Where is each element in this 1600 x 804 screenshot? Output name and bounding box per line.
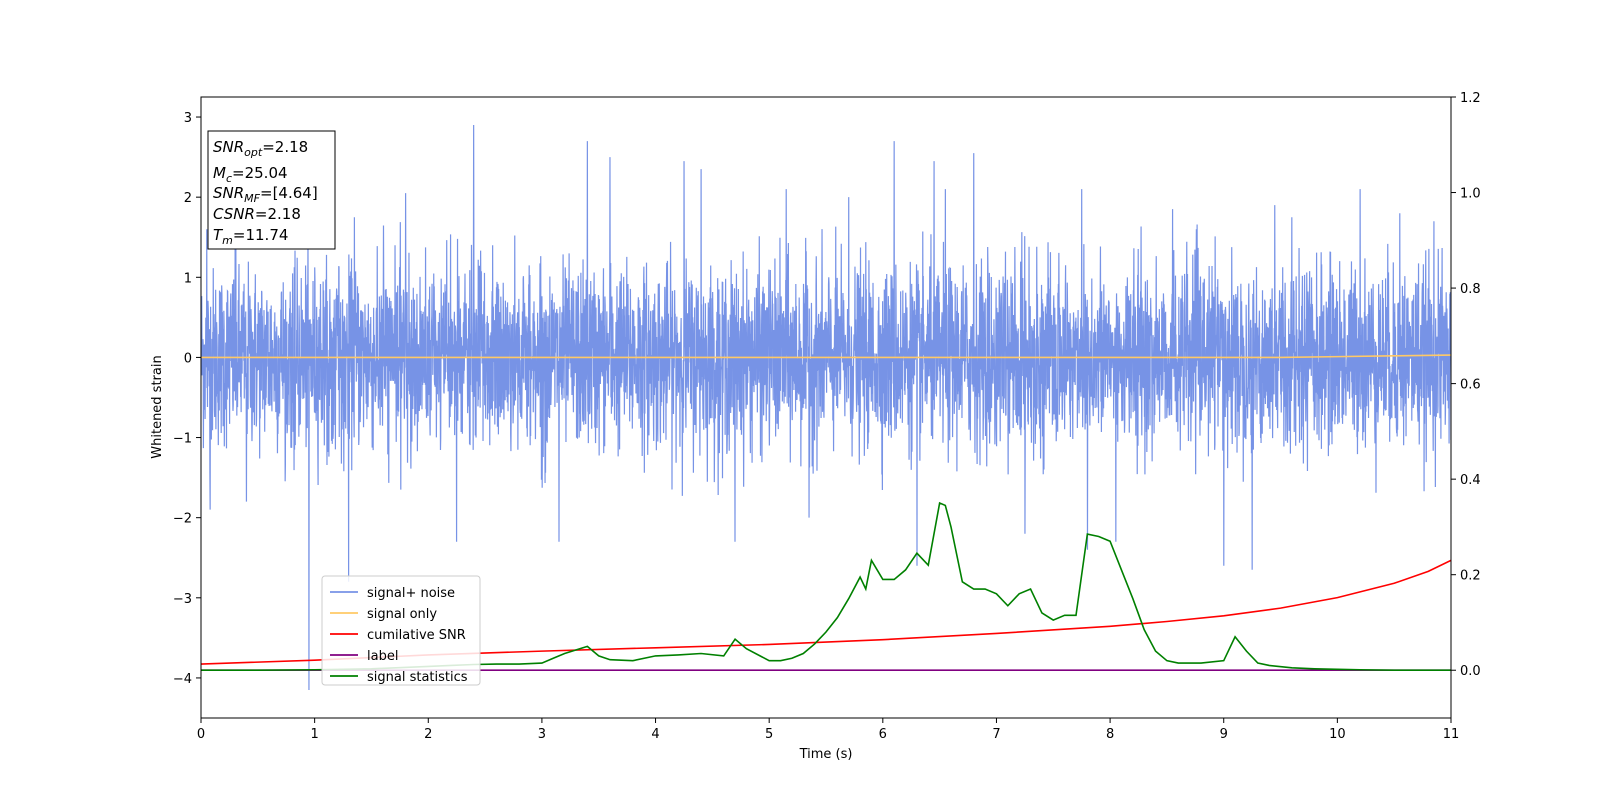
x-axis: 0 1 2 3 4 5 6 7 8 9 10 11 [197, 718, 1459, 742]
y-axis-label: Whitened strain [150, 355, 165, 458]
x-tick-label: 9 [1220, 727, 1228, 742]
legend-entry: label [367, 649, 398, 664]
series-signal-noise-line [201, 125, 1451, 690]
y-tick-label: −3 [173, 592, 192, 607]
y-tick-label: 0 [184, 351, 192, 366]
annotation-tm: Tm=11.74 [213, 226, 288, 247]
y-axis-right: 1.2 1.0 0.8 0.6 0.4 0.2 0.0 [1451, 91, 1481, 679]
x-tick-label: 6 [879, 727, 887, 742]
x-tick-label: 3 [538, 727, 546, 742]
y2-tick-label: 0.2 [1460, 569, 1481, 584]
x-tick-label: 2 [424, 727, 432, 742]
y-axis-left: 3 2 1 0 −1 −2 −3 −4 [173, 111, 201, 687]
plot-frame [200, 96, 1452, 719]
annotation-mc: Mc=25.04 [213, 164, 288, 185]
series-cumilative-snr-line [201, 559, 1451, 665]
y-tick-label: 1 [184, 271, 192, 286]
y-tick-label: 3 [184, 111, 192, 126]
x-tick-label: 4 [651, 727, 659, 742]
legend-entry: cumilative SNR [367, 628, 466, 643]
x-tick-label: 11 [1443, 727, 1460, 742]
annotation-snr-opt: SNRopt=2.18 [213, 138, 308, 159]
y2-tick-label: 0.0 [1460, 664, 1481, 679]
x-tick-label: 0 [197, 727, 205, 742]
x-axis-label: Time (s) [799, 747, 853, 762]
y-tick-label: 2 [184, 191, 192, 206]
x-tick-label: 7 [992, 727, 1000, 742]
annotation-box: SNRopt=2.18 Mc=25.04 SNRMF=[4.64] CSNR=2… [207, 130, 336, 250]
x-tick-label: 10 [1329, 727, 1346, 742]
y2-tick-label: 0.4 [1460, 473, 1481, 488]
y2-tick-label: 0.8 [1460, 282, 1481, 297]
legend-entry: signal statistics [367, 670, 468, 685]
y2-tick-label: 1.0 [1460, 187, 1481, 202]
y-tick-label: −1 [173, 432, 192, 447]
legend: signal+ noise signal only cumilative SNR la… [321, 575, 481, 686]
y2-tick-label: 0.6 [1460, 378, 1481, 393]
annotation-csnr: CSNR=2.18 [213, 205, 301, 223]
legend-entry: signal+ noise [367, 586, 455, 601]
y2-tick-label: 1.2 [1460, 91, 1481, 106]
annotation-snr-mf: SNRMF=[4.64] [213, 184, 318, 205]
y-tick-label: −4 [173, 672, 192, 687]
y-tick-label: −2 [173, 512, 192, 527]
x-tick-label: 5 [765, 727, 773, 742]
x-tick-label: 8 [1106, 727, 1114, 742]
x-tick-label: 1 [310, 727, 318, 742]
series-signal-statistics-line [201, 501, 1451, 672]
legend-entry: signal only [367, 607, 437, 622]
series-signal-only-line [201, 354, 1451, 359]
